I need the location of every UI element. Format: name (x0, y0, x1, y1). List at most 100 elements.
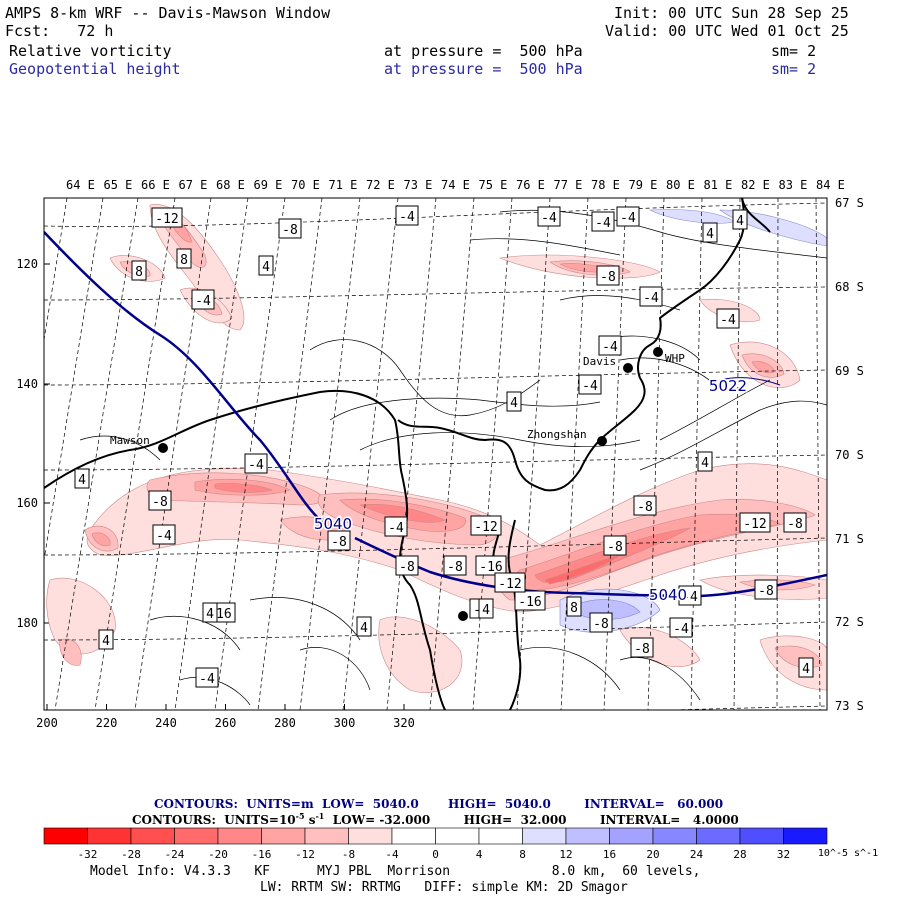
colorbar-cell (478, 827, 523, 845)
lon-label: 69 E (254, 178, 283, 192)
colorbar-cell (174, 827, 219, 845)
lon-label: 82 E (741, 178, 770, 192)
svg-text:-8: -8 (399, 560, 415, 575)
x-tick-label: 220 (96, 716, 118, 730)
colorbar: -32 -28 -24 -20 -16 -12 -8 -4 0 4 8 12 16 20 24 28 32 10^… (43, 827, 878, 861)
svg-text:8: 8 (180, 253, 188, 268)
svg-text:4: 4 (736, 214, 744, 229)
lon-label: 73 E (404, 178, 433, 192)
contour-label: -4 (244, 453, 268, 474)
lon-label: 80 E (666, 178, 695, 192)
model-info-line1: Model Info: V4.3.3 KF MYJ PBL Morrison 8… (90, 864, 701, 879)
height-label: 5040 (314, 515, 352, 533)
contour-label: -4 (152, 524, 176, 545)
lon-label: 64 E (66, 178, 95, 192)
contour-label: -4 (669, 617, 693, 638)
svg-text:4: 4 (482, 603, 490, 618)
svg-text:4: 4 (510, 396, 518, 411)
station-marker (158, 443, 168, 453)
contour-label: -4 (384, 516, 408, 537)
svg-text:-4: -4 (620, 211, 636, 226)
svg-text:-4: -4 (248, 458, 264, 473)
lat-label: 67 S (835, 196, 864, 210)
svg-text:4: 4 (102, 634, 110, 649)
lon-label: 77 E (554, 178, 583, 192)
colorbar-cell (783, 827, 828, 845)
contour-label: -4 (578, 374, 602, 395)
svg-text:-4: -4 (682, 590, 698, 605)
contour-label: -4 (616, 206, 640, 227)
contour-label: -4 (639, 286, 663, 307)
lat-label: 73 S (835, 699, 864, 713)
contour-label: -4 (591, 211, 615, 232)
svg-text:4: 4 (802, 662, 810, 677)
svg-text:-12: -12 (155, 212, 178, 227)
contour-label: -8 (596, 265, 620, 286)
contour-label: 4 (202, 602, 218, 623)
lon-label: 71 E (329, 178, 358, 192)
svg-text:4: 4 (206, 607, 214, 622)
contour-label: 4 (98, 629, 114, 650)
lon-label: 78 E (591, 178, 620, 192)
contour-label: -4 (191, 289, 215, 310)
svg-text:-8: -8 (758, 584, 774, 599)
lon-label: 83 E (779, 178, 808, 192)
height-contour-5040 (44, 231, 319, 519)
contour-label: 8 (176, 248, 192, 269)
vorticity-contour-caption: CONTOURS: UNITS=10-5 s-1 LOW= -32.000 HI… (132, 811, 739, 827)
contour-label: -12 (151, 207, 183, 228)
station-marker (623, 363, 633, 373)
caption-exp2: -1 (315, 811, 325, 821)
svg-text:-16: -16 (479, 560, 502, 575)
colorbar-tick: 20 (646, 848, 659, 861)
station-label: WHP (665, 352, 685, 365)
init-time: Init: 00 UTC Sun 28 Sep 25 (614, 4, 849, 22)
contour-label: -4 (195, 667, 219, 688)
colorbar-tick: 4 (476, 848, 483, 861)
valid-time: Valid: 00 UTC Wed 01 Oct 25 (605, 22, 849, 40)
colorbar-tick: 24 (690, 848, 704, 861)
plot-frame (43, 197, 828, 711)
lat-label: 70 S (835, 448, 864, 462)
svg-text:-4: -4 (388, 521, 404, 536)
contour-label: 8 (566, 596, 582, 617)
station-marker (597, 436, 607, 446)
colorbar-tick: -4 (385, 848, 399, 861)
svg-text:4: 4 (78, 473, 86, 488)
colorbar-cell (87, 827, 132, 845)
contour-label: 4 (478, 598, 494, 619)
svg-text:-4: -4 (673, 622, 689, 637)
svg-text:-4: -4 (199, 672, 215, 687)
contour-label: -8 (754, 579, 778, 600)
contour-label: -4 (716, 308, 740, 329)
colorbar-tick: 28 (733, 848, 746, 861)
contour-label: -4 (598, 335, 622, 356)
contour-label: 4 (697, 451, 713, 472)
height-contour-caption: CONTOURS: UNITS=m LOW= 5040.0 HIGH= 5040… (154, 797, 724, 811)
svg-text:-8: -8 (787, 517, 803, 532)
svg-text:-8: -8 (607, 540, 623, 555)
y-tick-label: 120 (16, 257, 38, 271)
contour-label: -16 (514, 590, 546, 611)
svg-text:-8: -8 (282, 223, 298, 238)
svg-text:-8: -8 (637, 500, 653, 515)
svg-text:8: 8 (570, 601, 578, 616)
svg-text:-12: -12 (474, 520, 497, 535)
colorbar-tick: -20 (208, 848, 228, 861)
colorbar-tick: -16 (252, 848, 272, 861)
caption-units: CONTOURS: UNITS=10 (132, 813, 296, 827)
svg-text:-4: -4 (156, 529, 172, 544)
svg-text:-8: -8 (634, 642, 650, 657)
colorbar-tick: 0 (432, 848, 439, 861)
lon-label: 81 E (704, 178, 733, 192)
colorbar-tick: 16 (603, 848, 616, 861)
contour-label: -8 (603, 535, 627, 556)
lat-label: 68 S (835, 280, 864, 294)
svg-text:-8: -8 (447, 560, 463, 575)
forecast-hour: Fcst: 72 h (5, 22, 114, 40)
field1-level: at pressure = 500 hPa (384, 42, 583, 60)
height-contour-5022 (719, 377, 781, 386)
colorbar-cell (130, 827, 175, 845)
caption-range: LOW= -32.000 HIGH= 32.000 INTERVAL= 4.00… (324, 813, 739, 827)
